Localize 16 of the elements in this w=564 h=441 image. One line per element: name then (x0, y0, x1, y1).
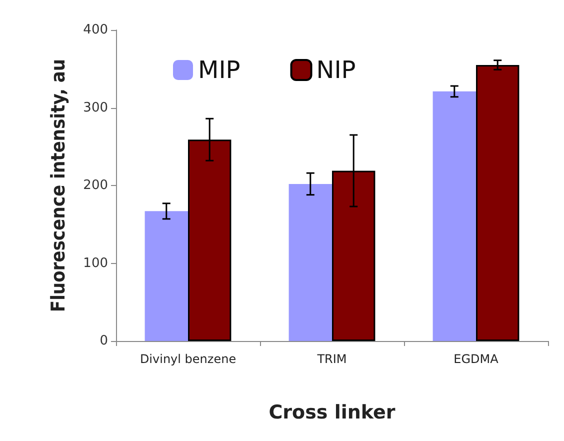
bar (476, 64, 520, 341)
x-tick-label: Divinyl benzene (140, 352, 236, 366)
bar (432, 91, 476, 341)
x-tick-label: TRIM (316, 352, 347, 366)
bar (144, 211, 188, 341)
bar (288, 184, 332, 341)
y-tick-label: 0 (100, 334, 108, 348)
x-axis-title: Cross linker (268, 402, 396, 424)
legend-label: MIP (198, 56, 240, 84)
y-tick-label: 100 (83, 256, 108, 271)
y-axis-title: Fluorescence intensity, au (48, 58, 70, 312)
x-tick-label: EGDMA (454, 352, 500, 366)
legend-label: NIP (316, 56, 356, 84)
y-tick-label: 400 (83, 22, 108, 38)
y-tick-label: 200 (83, 178, 108, 193)
y-tick-label: 300 (83, 100, 108, 116)
